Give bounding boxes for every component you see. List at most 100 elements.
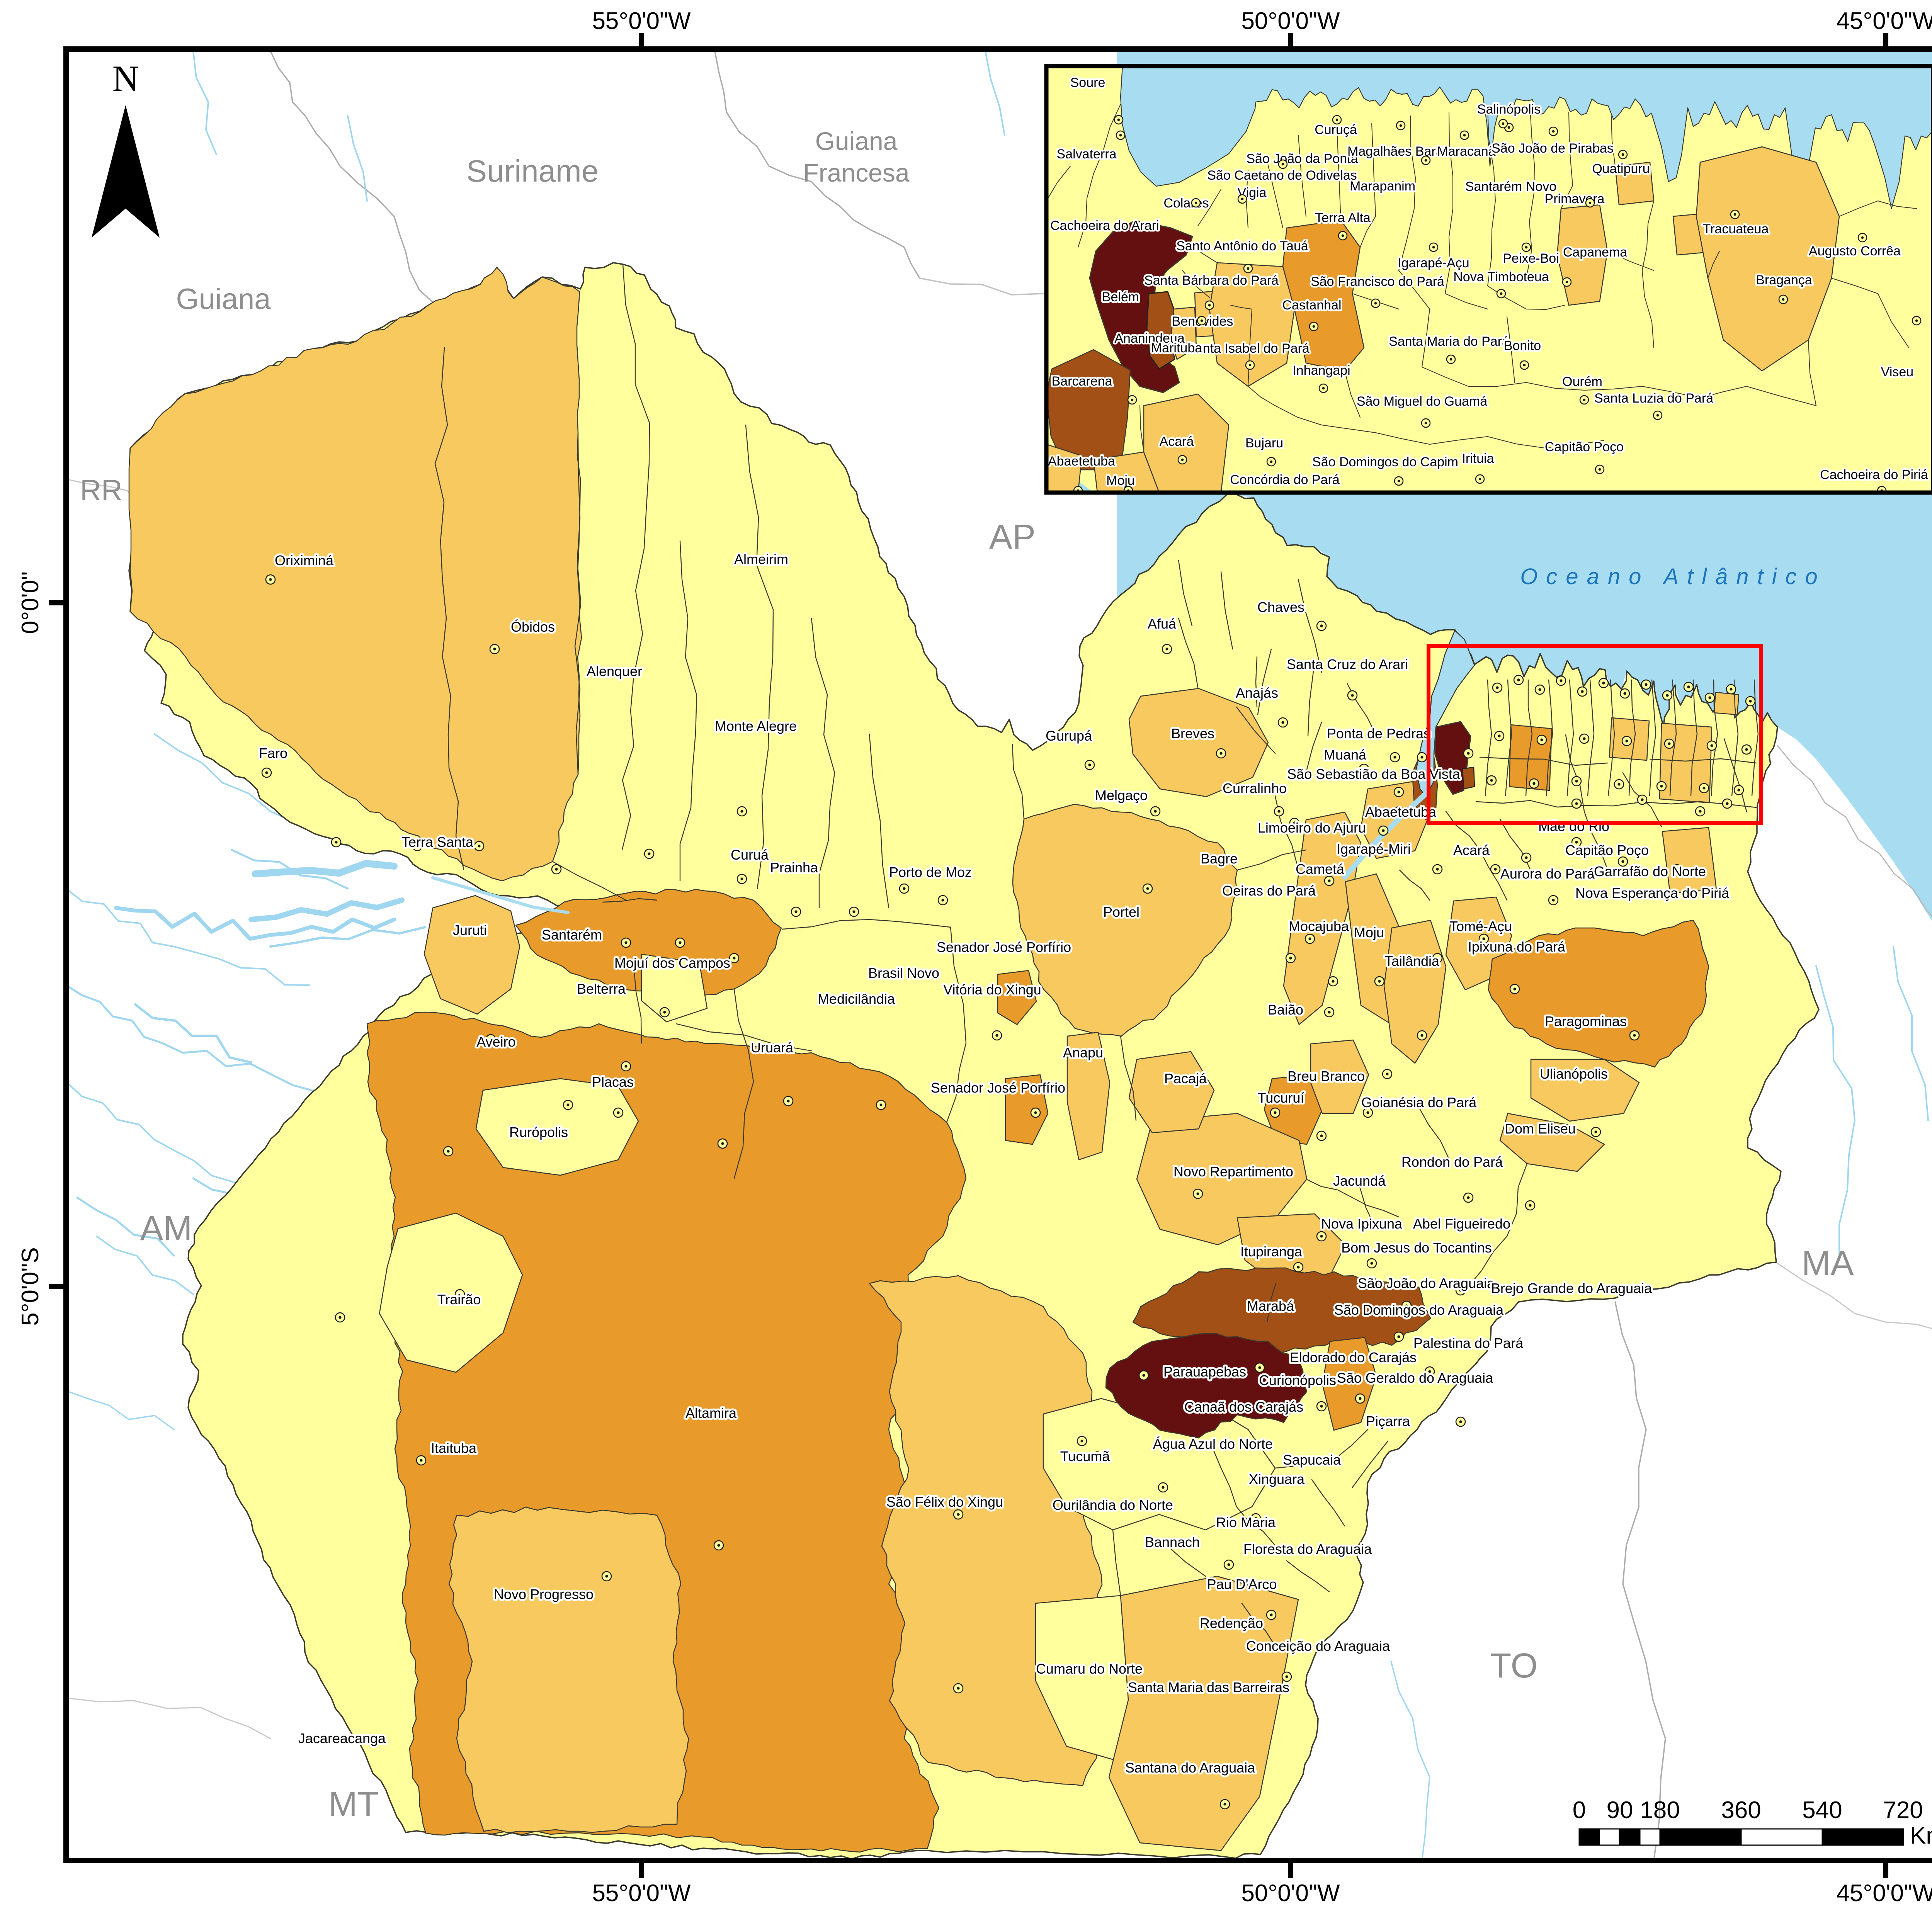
svg-text:Acará: Acará: [1160, 434, 1194, 449]
svg-text:Novo Repartimento: Novo Repartimento: [1173, 1164, 1293, 1179]
svg-text:Abaetetuba: Abaetetuba: [1365, 804, 1437, 820]
svg-text:Eldorado do Carajás: Eldorado do Carajás: [1290, 1349, 1417, 1365]
svg-text:5°0'0"S: 5°0'0"S: [17, 1247, 44, 1326]
svg-text:Abel Figueiredo: Abel Figueiredo: [1413, 1216, 1510, 1232]
svg-text:55°0'0"W: 55°0'0"W: [592, 8, 691, 34]
svg-text:Rio Maria: Rio Maria: [1216, 1514, 1276, 1530]
svg-text:Moju: Moju: [1106, 473, 1135, 488]
svg-text:São João do Araguaia: São João do Araguaia: [1358, 1275, 1495, 1291]
svg-text:Nova Esperança do Piriá: Nova Esperança do Piriá: [1575, 885, 1730, 901]
svg-text:Aurora do Pará: Aurora do Pará: [1500, 866, 1595, 882]
svg-text:São João da Ponta: São João da Ponta: [1246, 151, 1358, 166]
svg-text:Curionópolis: Curionópolis: [1259, 1372, 1336, 1388]
svg-text:Uruará: Uruará: [751, 1040, 794, 1055]
svg-text:Baião: Baião: [1268, 1002, 1303, 1018]
svg-text:Francesa: Francesa: [803, 158, 909, 187]
svg-text:Água Azul do Norte: Água Azul do Norte: [1153, 1436, 1273, 1452]
svg-text:Terra Alta: Terra Alta: [1315, 211, 1371, 225]
svg-text:Salinópolis: Salinópolis: [1477, 102, 1541, 117]
svg-text:Colares: Colares: [1163, 196, 1209, 211]
svg-text:Ananindeua: Ananindeua: [1114, 331, 1185, 346]
svg-text:Prainha: Prainha: [770, 860, 818, 875]
svg-text:São Sebastião da Boa Vista: São Sebastião da Boa Vista: [1287, 766, 1461, 782]
svg-text:Bragança: Bragança: [1756, 273, 1812, 287]
svg-text:Santana do Araguaia: Santana do Araguaia: [1125, 1760, 1255, 1776]
svg-text:Oriximiná: Oriximiná: [275, 552, 334, 568]
svg-text:Santa Maria do Pará: Santa Maria do Pará: [1389, 334, 1509, 349]
svg-text:Alenquer: Alenquer: [587, 663, 642, 679]
svg-text:Terra Santa: Terra Santa: [401, 834, 474, 850]
svg-text:Piçarra: Piçarra: [1366, 1413, 1410, 1429]
svg-text:45°0'0"W: 45°0'0"W: [1836, 1880, 1932, 1907]
svg-text:Inhangapi: Inhangapi: [1293, 363, 1350, 378]
svg-text:Sapucaia: Sapucaia: [1283, 1452, 1341, 1468]
svg-text:MA: MA: [1802, 1244, 1854, 1283]
svg-text:Santarém Novo: Santarém Novo: [1465, 179, 1556, 194]
svg-text:Almeirim: Almeirim: [734, 551, 788, 567]
svg-text:Vitória do Xingu: Vitória do Xingu: [943, 982, 1041, 998]
svg-text:Curralinho: Curralinho: [1223, 780, 1287, 796]
svg-text:MT: MT: [328, 1785, 379, 1824]
svg-text:Santa Maria das Barreiras: Santa Maria das Barreiras: [1128, 1679, 1289, 1695]
svg-text:Capanema: Capanema: [1563, 245, 1627, 260]
svg-text:Cametá: Cametá: [1296, 861, 1345, 877]
svg-text:Nova Ipixuna: Nova Ipixuna: [1321, 1216, 1403, 1232]
svg-text:Jacareacanga: Jacareacanga: [298, 1730, 386, 1746]
svg-text:Afuá: Afuá: [1148, 616, 1177, 632]
svg-text:Belterra: Belterra: [577, 981, 626, 997]
svg-text:50°0'0"W: 50°0'0"W: [1241, 8, 1340, 34]
svg-text:Capitão Poço: Capitão Poço: [1545, 440, 1624, 454]
svg-text:Monte Alegre: Monte Alegre: [715, 718, 797, 734]
svg-text:Suriname: Suriname: [466, 154, 599, 188]
svg-text:0°0'0": 0°0'0": [17, 571, 44, 634]
svg-text:Paragominas: Paragominas: [1545, 1013, 1627, 1029]
svg-text:Óbidos: Óbidos: [511, 619, 555, 635]
svg-text:Placas: Placas: [592, 1074, 634, 1090]
svg-text:Rondon do Pará: Rondon do Pará: [1401, 1154, 1503, 1170]
svg-text:Marituba: Marituba: [1151, 341, 1202, 355]
svg-text:São Félix do Xingu: São Félix do Xingu: [886, 1494, 1003, 1510]
svg-text:Primavera: Primavera: [1545, 192, 1605, 206]
svg-text:São Domingos do Capim: São Domingos do Capim: [1312, 455, 1458, 469]
svg-text:Juruti: Juruti: [453, 922, 487, 938]
svg-text:Salvaterra: Salvaterra: [1057, 147, 1117, 161]
svg-text:Anapu: Anapu: [1063, 1045, 1103, 1060]
svg-text:TO: TO: [1490, 1647, 1537, 1685]
svg-text:AP: AP: [989, 518, 1036, 556]
svg-text:Bonito: Bonito: [1504, 338, 1541, 353]
svg-text:São João de Pirabas: São João de Pirabas: [1492, 141, 1614, 156]
svg-text:Mojuí dos Campos: Mojuí dos Campos: [614, 955, 730, 971]
svg-text:45°0'0"W: 45°0'0"W: [1836, 8, 1932, 34]
svg-text:Tomé-Açu: Tomé-Açu: [1449, 918, 1512, 934]
svg-text:Floresta do Araguaia: Floresta do Araguaia: [1243, 1541, 1372, 1557]
svg-text:Aveiro: Aveiro: [476, 1034, 515, 1050]
svg-text:Redenção: Redenção: [1200, 1615, 1263, 1631]
svg-text:São Francisco do Pará: São Francisco do Pará: [1311, 274, 1444, 289]
svg-text:Santarém: Santarém: [542, 927, 602, 943]
svg-text:São Geraldo do Araguaia: São Geraldo do Araguaia: [1337, 1370, 1493, 1386]
svg-text:Xinguara: Xinguara: [1249, 1471, 1305, 1487]
svg-text:Faro: Faro: [259, 745, 287, 761]
svg-text:Brasil Novo: Brasil Novo: [868, 965, 939, 981]
svg-text:Anajás: Anajás: [1236, 685, 1278, 701]
svg-text:Medicilândia: Medicilândia: [818, 991, 895, 1007]
svg-text:Mocajuba: Mocajuba: [1289, 918, 1349, 934]
svg-text:Km: Km: [1910, 1822, 1932, 1849]
svg-text:Itaituba: Itaituba: [431, 1440, 477, 1456]
svg-text:Capitão Poço: Capitão Poço: [1565, 842, 1649, 858]
svg-text:Magalhães Barata: Magalhães Barata: [1347, 144, 1454, 159]
svg-text:Rurópolis: Rurópolis: [509, 1124, 568, 1140]
svg-text:55°0'0"W: 55°0'0"W: [592, 1880, 691, 1907]
svg-text:Guiana: Guiana: [176, 283, 271, 316]
svg-text:Canaã dos Carajás: Canaã dos Carajás: [1184, 1399, 1303, 1415]
svg-text:Peixe-Boi: Peixe-Boi: [1503, 251, 1559, 266]
svg-text:Palestina do Pará: Palestina do Pará: [1413, 1335, 1524, 1351]
svg-text:Viseu: Viseu: [1881, 365, 1913, 379]
svg-text:Breu Branco: Breu Branco: [1287, 1068, 1365, 1084]
svg-text:Bagre: Bagre: [1201, 851, 1238, 867]
svg-text:Goianésia do Pará: Goianésia do Pará: [1361, 1094, 1477, 1110]
svg-text:Tucumã: Tucumã: [1060, 1448, 1111, 1464]
svg-text:Ourém: Ourém: [1562, 374, 1602, 389]
svg-text:Marapanim: Marapanim: [1350, 179, 1415, 194]
svg-text:Itupiranga: Itupiranga: [1240, 1244, 1303, 1259]
